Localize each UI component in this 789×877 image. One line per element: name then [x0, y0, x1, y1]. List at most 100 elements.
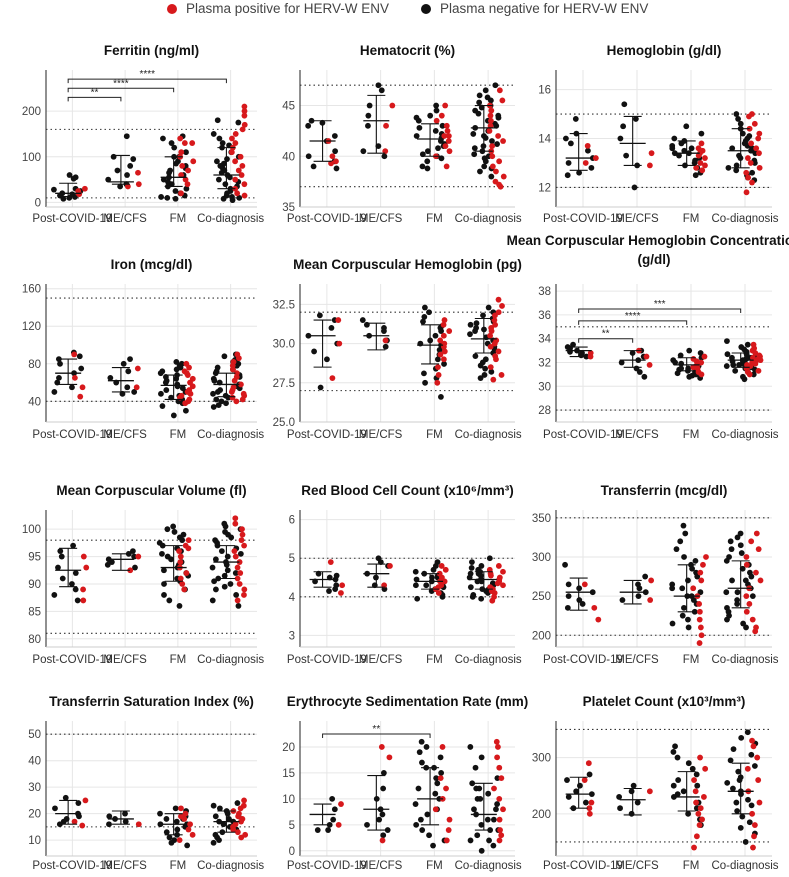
point-positive — [491, 340, 498, 347]
point-positive — [497, 183, 504, 190]
point-negative — [682, 530, 689, 537]
point-negative — [724, 351, 731, 358]
point-positive — [693, 164, 700, 171]
point-positive — [234, 190, 241, 197]
point-negative — [729, 145, 736, 152]
point-negative — [468, 564, 475, 571]
point-negative — [674, 754, 681, 761]
point-negative — [730, 361, 737, 368]
point-positive — [595, 616, 602, 623]
point-negative — [676, 152, 682, 159]
point-negative — [159, 550, 165, 557]
chart-title: Red Blood Cell Count (x10⁶/mm³) — [301, 483, 513, 498]
point-positive — [493, 738, 500, 745]
y-tick-label: 100 — [22, 152, 41, 164]
point-positive — [443, 785, 449, 792]
point-negative — [744, 729, 751, 736]
point-negative — [161, 581, 167, 587]
point-negative — [330, 816, 337, 823]
point-negative — [214, 389, 221, 395]
point-negative — [564, 172, 571, 179]
point-negative — [476, 785, 483, 792]
point-negative — [748, 573, 755, 580]
x-tick-label: ME/CFS — [359, 429, 403, 441]
point-negative — [480, 312, 486, 319]
point-negative — [413, 821, 420, 828]
point-positive — [178, 149, 185, 156]
point-positive — [500, 173, 507, 180]
point-positive — [232, 131, 239, 137]
point-negative — [617, 135, 624, 142]
point-positive — [646, 788, 653, 795]
point-negative — [417, 816, 424, 823]
point-negative — [686, 347, 693, 354]
point-positive — [493, 356, 499, 363]
x-tick-label: Co-diagnosis — [197, 213, 264, 225]
point-negative — [163, 829, 170, 836]
point-positive — [489, 597, 496, 604]
point-positive — [591, 604, 598, 611]
point-negative — [130, 156, 137, 162]
x-tick-label: ME/CFS — [103, 213, 147, 225]
x-tick-label: FM — [683, 429, 700, 441]
point-negative — [365, 112, 372, 119]
point-negative — [233, 362, 240, 369]
x-tick-label: FM — [683, 860, 700, 872]
point-positive — [179, 163, 186, 169]
point-negative — [589, 589, 596, 596]
point-negative — [727, 538, 734, 545]
chart-title: Platelet Count (x10³/mm³) — [583, 694, 746, 709]
point-negative — [467, 321, 474, 328]
point-negative — [432, 790, 439, 797]
point-negative — [216, 135, 223, 142]
point-positive — [177, 553, 184, 560]
point-negative — [423, 744, 430, 750]
point-positive — [488, 328, 495, 334]
point-positive — [241, 586, 248, 593]
point-negative — [477, 795, 484, 802]
significance-label: **** — [113, 78, 129, 89]
point-negative — [472, 764, 479, 771]
point-positive — [178, 190, 184, 197]
x-tick-label: ME/CFS — [103, 860, 147, 872]
point-negative — [475, 110, 482, 117]
point-negative — [424, 148, 431, 155]
point-negative — [364, 821, 370, 828]
point-positive — [647, 597, 654, 603]
point-positive — [587, 353, 594, 360]
point-negative — [130, 548, 136, 554]
point-positive — [232, 176, 239, 183]
chart-title: Transferrin (mcg/dl) — [601, 483, 728, 498]
point-positive — [241, 121, 248, 128]
point-negative — [737, 824, 744, 831]
point-positive — [751, 120, 758, 127]
point-negative — [124, 172, 130, 178]
x-tick-label: FM — [426, 654, 443, 666]
point-negative — [565, 581, 572, 588]
point-negative — [105, 176, 112, 183]
point-negative — [173, 359, 180, 365]
point-positive — [182, 400, 189, 407]
point-negative — [725, 164, 732, 171]
point-negative — [748, 751, 755, 758]
point-negative — [495, 114, 502, 121]
point-positive — [234, 564, 241, 571]
point-positive — [696, 601, 703, 607]
point-negative — [434, 356, 441, 363]
point-negative — [415, 117, 422, 124]
point-positive — [499, 97, 506, 104]
point-negative — [471, 145, 478, 152]
point-negative — [220, 821, 227, 828]
point-positive — [695, 152, 702, 159]
point-negative — [173, 818, 180, 825]
point-negative — [172, 195, 179, 202]
point-negative — [470, 131, 477, 137]
point-positive — [698, 140, 705, 147]
point-positive — [234, 597, 241, 604]
point-negative — [478, 104, 485, 111]
point-negative — [735, 768, 742, 775]
point-negative — [381, 328, 387, 334]
point-negative — [586, 771, 593, 778]
point-negative — [751, 763, 758, 769]
point-negative — [478, 821, 485, 828]
